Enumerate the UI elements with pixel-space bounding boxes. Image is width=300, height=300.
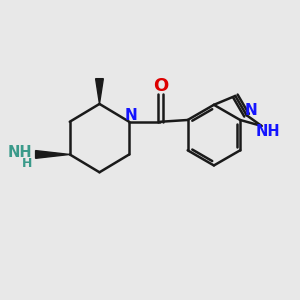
- Text: N: N: [245, 103, 257, 118]
- Polygon shape: [36, 151, 70, 158]
- Text: O: O: [153, 77, 168, 95]
- Polygon shape: [96, 79, 103, 104]
- Text: NH: NH: [256, 124, 280, 139]
- Text: H: H: [22, 157, 33, 170]
- Text: NH: NH: [8, 145, 33, 160]
- Text: N: N: [124, 108, 137, 123]
